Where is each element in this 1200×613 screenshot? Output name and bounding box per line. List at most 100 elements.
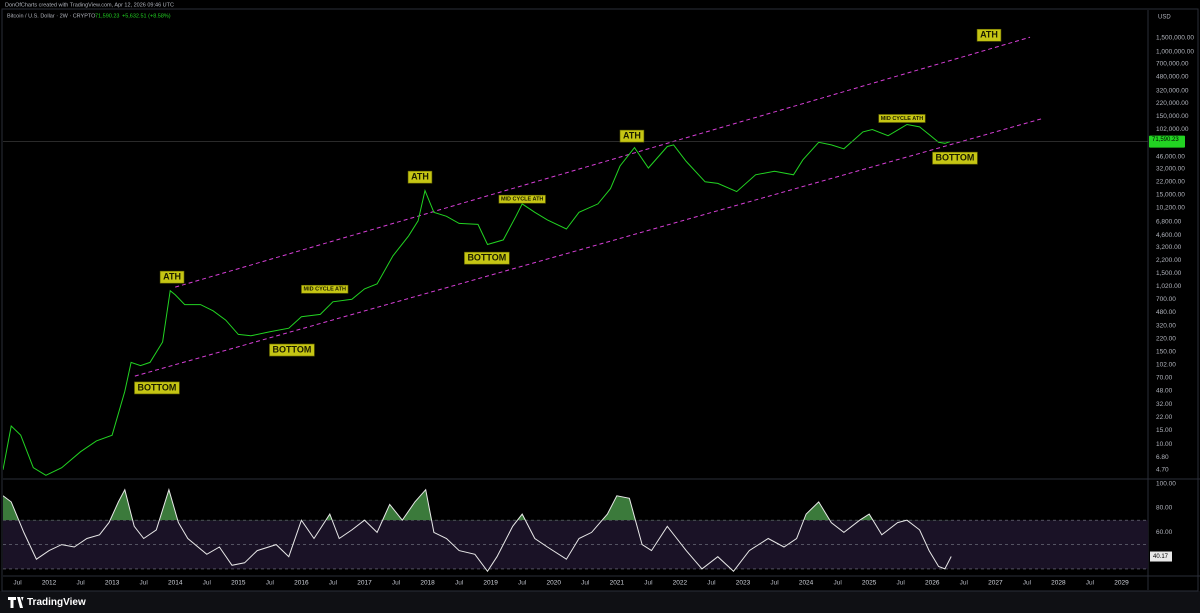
y-tick-label: 2,200.00	[1156, 257, 1182, 264]
x-tick-label: 2012	[42, 580, 57, 587]
x-tick-label: Jul	[897, 580, 906, 587]
logo-icon	[8, 597, 24, 608]
x-tick-label: 2020	[547, 580, 562, 587]
y-tick-label: 150,000.00	[1156, 113, 1189, 120]
y-tick-label: 320,000.00	[1156, 87, 1189, 94]
y-tick-label: 320.00	[1156, 323, 1176, 330]
last-price: 71,590.23	[95, 13, 119, 19]
y-tick-label: 6.80	[1156, 454, 1169, 461]
y-tick-label: 150.00	[1156, 349, 1176, 356]
x-tick-label: Jul	[329, 580, 338, 587]
frame	[1, 8, 1199, 592]
rsi-pane	[3, 487, 1148, 573]
y-tick-label: 32.00	[1156, 401, 1173, 408]
x-tick-label: 2029	[1114, 580, 1129, 587]
x-tick-label: Jul	[203, 580, 212, 587]
annotation-label: ATH	[623, 131, 641, 141]
x-tick-label: 2017	[357, 580, 372, 587]
annotation-box	[498, 194, 546, 204]
x-tick-label: Jul	[644, 580, 653, 587]
y-tick-label: 3,200.00	[1156, 244, 1182, 251]
rsi-tag	[1150, 551, 1172, 562]
annotation-label: ATH	[163, 272, 181, 282]
y-tick-label: 15,000.00	[1156, 192, 1185, 199]
annotation-label: ATH	[980, 30, 998, 40]
annotation-box	[134, 381, 180, 395]
y-tick-label: 10,200.00	[1156, 205, 1185, 212]
x-tick-label: 2013	[105, 580, 120, 587]
annotation-box	[301, 284, 349, 294]
y-tick-label: 4,600.00	[1156, 232, 1182, 239]
x-tick-label: 2014	[168, 580, 183, 587]
y-tick-label: 6,800.00	[1156, 219, 1182, 226]
x-tick-label: 2018	[420, 580, 435, 587]
footer-bar	[0, 591, 1200, 613]
x-tick-label: 2024	[799, 580, 814, 587]
x-tick-label: 2025	[862, 580, 877, 587]
annotation-box	[976, 28, 1002, 42]
y-tick-label: 10.00	[1156, 441, 1173, 448]
x-tick-label: 2027	[988, 580, 1003, 587]
annotation-label: BOTTOM	[138, 382, 177, 392]
x-tick-label: 2019	[483, 580, 498, 587]
annotation-box	[878, 114, 926, 123]
price-tag	[1149, 135, 1185, 148]
y-tick-label: 220.00	[1156, 335, 1176, 342]
annotation-label: ATH	[411, 172, 429, 182]
annotation-box	[464, 251, 510, 265]
x-tick-label: Jul	[1086, 580, 1095, 587]
x-tick-label: Jul	[518, 580, 527, 587]
y-tick-label: 700.00	[1156, 296, 1176, 303]
annotation-box	[932, 151, 978, 165]
annotation-label: BOTTOM	[467, 253, 506, 263]
x-tick-label: Jul	[266, 580, 275, 587]
price-tag-label: 71,590.23	[1152, 137, 1179, 143]
x-tick-label: Jul	[76, 580, 85, 587]
brand: TradingView	[27, 597, 86, 608]
symbol: Bitcoin / U.S. Dollar · 2W · CRYPTO	[7, 13, 96, 19]
y-tick-label: 480,000.00	[1156, 73, 1189, 80]
y-tick-label: 32,000.00	[1156, 166, 1185, 173]
annotation-box	[159, 270, 185, 284]
x-tick-label: Jul	[140, 580, 149, 587]
x-tick-label: Jul	[13, 580, 22, 587]
x-tick-label: Jul	[455, 580, 464, 587]
y-tick-label: 220,000.00	[1156, 100, 1189, 107]
y-tick-label: 22,000.00	[1156, 179, 1185, 186]
y-tick-label: 700,000.00	[1156, 61, 1189, 68]
x-tick-label: Jul	[1023, 580, 1032, 587]
rsi-tick-label: 100.00	[1156, 480, 1176, 487]
price-pane	[3, 36, 1043, 476]
channel-line	[175, 36, 1031, 288]
y-tick-label: 1,500.00	[1156, 270, 1182, 277]
x-tick-label: 2022	[673, 580, 688, 587]
annotation-label: MID CYCLE ATH	[501, 197, 543, 203]
annotation-box	[619, 129, 645, 143]
y-tick-label: 102.00	[1156, 362, 1176, 369]
rsi-tag-label: 40.17	[1153, 554, 1169, 560]
x-tick-label: 2016	[294, 580, 309, 587]
x-tick-label: Jul	[581, 580, 590, 587]
annotation-label: MID CYCLE ATH	[881, 116, 923, 122]
rsi-tick-label: 80.00	[1156, 505, 1173, 512]
annotation-label: BOTTOM	[936, 153, 975, 163]
x-tick-label: 2021	[610, 580, 625, 587]
y-tick-label: 1,020.00	[1156, 283, 1182, 290]
price-line	[3, 123, 951, 476]
y-tick-label: 15.00	[1156, 427, 1173, 434]
annotation-label: MID CYCLE ATH	[303, 287, 345, 293]
y-tick-label: 22.00	[1156, 414, 1173, 421]
price-change: +5,632.51 (+8.58%)	[122, 13, 171, 19]
y-tick-label: 70.00	[1156, 375, 1173, 382]
rsi-line	[3, 487, 952, 573]
annotation-label: BOTTOM	[273, 344, 312, 354]
x-tick-label: 2028	[1051, 580, 1066, 587]
y-tick-label: 480.00	[1156, 309, 1176, 316]
x-tick-label: Jul	[707, 580, 716, 587]
y-tick-label: 102,000.00	[1156, 126, 1189, 133]
credit: DonOfCharts created with TradingView.com…	[5, 2, 174, 8]
x-tick-label: Jul	[770, 580, 779, 587]
